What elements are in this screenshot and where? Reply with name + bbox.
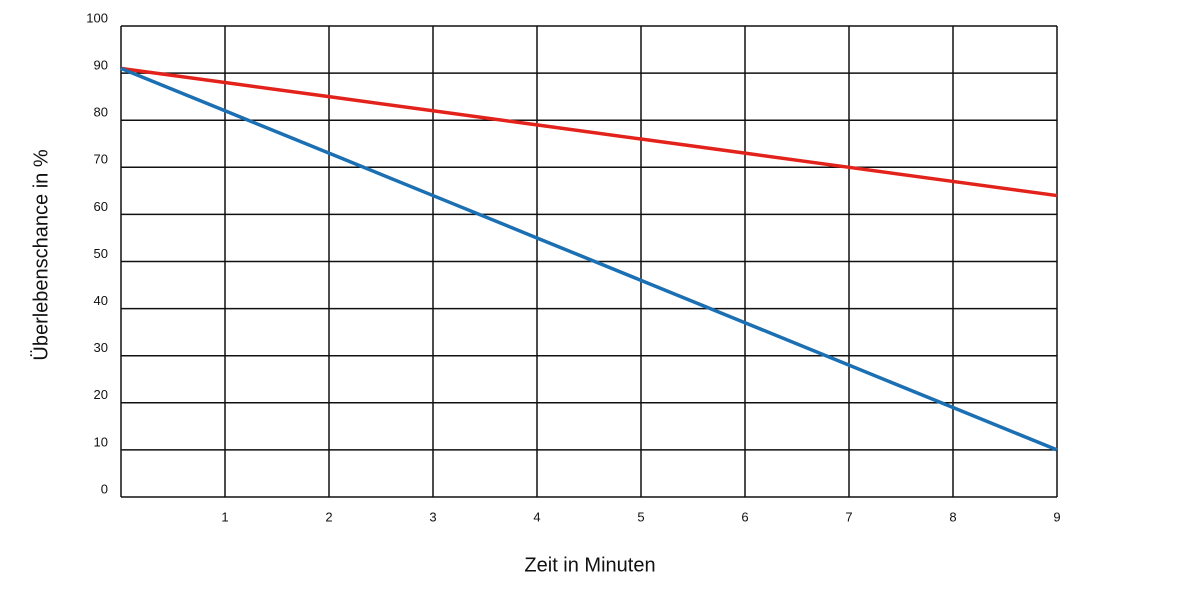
x-tick-label: 9	[1053, 509, 1060, 524]
data-line	[120, 66, 1058, 198]
y-tick-label: 20	[94, 387, 108, 402]
y-tick-label: 90	[94, 58, 108, 73]
y-tick-label: 10	[94, 434, 108, 449]
y-tick-label: 100	[86, 10, 108, 25]
x-tick-label: 7	[845, 509, 852, 524]
x-tick-label: 4	[533, 509, 540, 524]
y-axis-title: Überlebenschance in %	[30, 149, 52, 360]
x-tick-label: 6	[741, 509, 748, 524]
x-tick-label: 5	[637, 509, 644, 524]
x-tick-label: 1	[221, 509, 228, 524]
y-tick-label: 50	[94, 246, 108, 261]
y-tick-label: 30	[94, 340, 108, 355]
y-tick-label: 0	[101, 481, 108, 496]
x-tick-label: 2	[325, 509, 332, 524]
data-line	[120, 66, 1058, 452]
y-tick-label: 60	[94, 199, 108, 214]
x-tick-label: 8	[949, 509, 956, 524]
y-tick-label: 40	[94, 293, 108, 308]
x-tick-label: 3	[429, 509, 436, 524]
x-axis-title: Zeit in Minuten	[524, 554, 655, 576]
y-tick-label: 80	[94, 105, 108, 120]
y-tick-label: 70	[94, 152, 108, 167]
